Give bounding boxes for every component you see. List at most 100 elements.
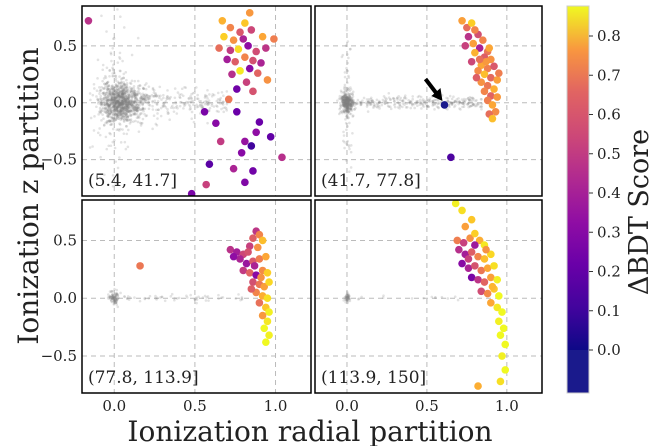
- data-point: [488, 282, 497, 291]
- data-point: [252, 128, 260, 137]
- data-point: [488, 114, 497, 123]
- data-point: [253, 69, 262, 77]
- data-point: [467, 19, 476, 27]
- data-point: [241, 178, 249, 187]
- panels-layer: (5.4, 41.7] 0.5 0.0 −0.5 (41.7, 77.8] (77.8, …: [41, 5, 543, 415]
- axis-labels: Ionization radial partition Ionization z…: [12, 47, 493, 446]
- data-point: [245, 64, 254, 73]
- background-cloud: [106, 287, 244, 309]
- grid-lines: [82, 200, 311, 393]
- data-point: [260, 282, 269, 291]
- data-point: [257, 273, 265, 282]
- data-point: [458, 259, 466, 268]
- data-point: [480, 70, 489, 79]
- data-point: [229, 252, 238, 261]
- data-point: [475, 44, 484, 52]
- data-point: [463, 23, 471, 32]
- data-point: [461, 42, 470, 50]
- data-point: [440, 101, 449, 109]
- colorbar-tick-label: 0.4: [597, 184, 621, 202]
- data-point: [223, 55, 231, 64]
- data-point: [84, 16, 93, 25]
- data-point: [253, 243, 262, 252]
- background-cloud: [342, 290, 460, 305]
- data-point: [262, 338, 270, 346]
- data-point: [467, 57, 476, 66]
- data-point: [234, 45, 243, 54]
- data-point: [241, 19, 249, 27]
- data-point: [453, 236, 462, 245]
- data-point: [471, 229, 479, 238]
- data-point: [226, 23, 235, 32]
- data-point: [258, 311, 267, 320]
- data-point: [244, 42, 252, 50]
- data-point: [215, 44, 223, 52]
- data-point: [229, 164, 238, 173]
- data-point: [479, 36, 487, 44]
- data-point: [495, 69, 503, 77]
- data-point: [455, 245, 463, 254]
- colorbar-frame: [566, 5, 590, 394]
- data-point: [461, 222, 470, 231]
- data-point: [477, 266, 486, 275]
- data-point: [474, 275, 482, 284]
- colorbar-gradient: [567, 6, 589, 350]
- data-point: [226, 46, 235, 55]
- data-point: [488, 101, 497, 109]
- y-tick-label: 0.0: [53, 289, 77, 307]
- data-point: [236, 28, 244, 36]
- data-point: [241, 137, 249, 146]
- data-point: [136, 262, 144, 270]
- data-point: [252, 47, 260, 56]
- y-tick-label: 0.0: [53, 94, 77, 112]
- data-point: [483, 64, 492, 73]
- x-tick-label: 0.0: [102, 397, 126, 415]
- data-point: [258, 32, 267, 41]
- data-point: [447, 153, 455, 162]
- colorbar-tick-label: 0.2: [597, 263, 621, 281]
- data-point: [245, 242, 254, 251]
- data-point: [471, 48, 479, 57]
- data-point: [263, 76, 272, 84]
- data-point: [226, 245, 235, 254]
- colorbar-tick-label: 0.5: [597, 145, 621, 163]
- data-point: [255, 118, 264, 126]
- data-point: [263, 269, 272, 277]
- data-point: [474, 67, 482, 75]
- data-point: [216, 137, 225, 146]
- data-point: [239, 35, 248, 43]
- colorbar-tick-label: 0.8: [597, 27, 621, 45]
- data-point: [493, 93, 502, 101]
- data-point: [467, 215, 476, 224]
- data-point: [490, 62, 498, 71]
- data-point: [487, 273, 495, 282]
- data-point: [202, 180, 210, 189]
- data-point: [245, 269, 254, 277]
- colorbar-label: ΔBDT Score: [624, 129, 655, 295]
- panel-label: (77.8, 113.9]: [88, 368, 199, 388]
- data-point: [483, 81, 492, 90]
- y-axis-label: Ionization z partition: [12, 47, 45, 344]
- data-point: [464, 255, 473, 263]
- data-point: [255, 255, 264, 263]
- data-point: [249, 87, 257, 96]
- data-point: [228, 70, 236, 79]
- panel-label: (41.7, 77.8]: [321, 171, 421, 191]
- data-point: [270, 35, 278, 43]
- panel-frame: [314, 5, 543, 197]
- pointer-arrow: [423, 77, 443, 101]
- data-point: [487, 250, 495, 259]
- data-point: [260, 324, 269, 333]
- data-point: [220, 32, 228, 41]
- x-tick-label: 0.5: [183, 397, 207, 415]
- data-point: [485, 44, 494, 52]
- panel-label: (5.4, 41.7]: [88, 171, 177, 191]
- data-point: [257, 59, 265, 67]
- data-point: [233, 85, 241, 93]
- data-point: [501, 340, 510, 349]
- y-tick-label: 0.5: [53, 37, 77, 55]
- data-point: [472, 73, 481, 82]
- data-point: [493, 275, 502, 284]
- data-points: [136, 227, 273, 346]
